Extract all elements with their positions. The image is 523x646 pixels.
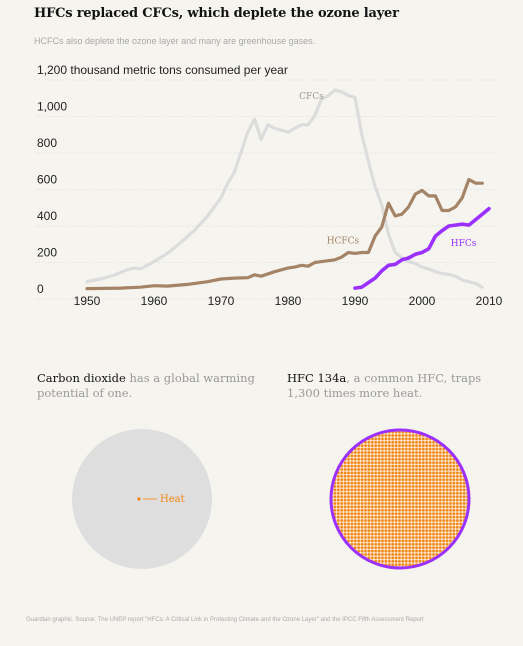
co2-caption-highlight: Carbon dioxide (37, 371, 126, 385)
heat-comparison: Heat (72, 428, 471, 570)
hfc-caption-rest: , a common HFC, traps 1,300 times more h… (287, 371, 482, 400)
chart-title: HFCs replaced CFCs, which deplete the oz… (34, 6, 399, 21)
y-tick-label-600: 600 (37, 173, 57, 187)
hfc-caption-highlight: HFC 134a (287, 371, 347, 385)
co2-caption-rest: has a global warming potential of one. (37, 371, 255, 400)
x-tick-label-1990: 1990 (342, 294, 369, 308)
heat-label: Heat (160, 494, 185, 505)
y-tick-label-1200: 1,200 thousand metric tons consumed per … (37, 63, 288, 77)
hfc-caption: HFC 134a, a common HFC, traps 1,300 time… (287, 371, 512, 401)
series-label-cfcs: CFCs (299, 92, 324, 102)
x-tick-label-1980: 1980 (275, 294, 302, 308)
chart-subtitle: HCFCs also deplete the ozone layer and m… (34, 36, 316, 46)
y-tick-label-1000: 1,000 (37, 100, 67, 114)
x-tick-label-1970: 1970 (208, 294, 235, 308)
series-line-hcfcs (85, 177, 484, 291)
heat-dot (137, 497, 141, 501)
x-tick-label-2010: 2010 (476, 294, 503, 308)
series-line-cfcs (85, 88, 484, 289)
x-tick-label-2000: 2000 (409, 294, 436, 308)
series-label-hfcs: HFCs (451, 239, 477, 249)
y-tick-label-800: 800 (37, 136, 57, 150)
x-tick-label-1960: 1960 (141, 294, 168, 308)
y-tick-label-200: 200 (37, 246, 57, 260)
series-label-hcfcs: HCFCs (327, 236, 360, 246)
y-tick-label-0: 0 (37, 282, 44, 296)
series-line-hfcs (353, 206, 491, 290)
x-tick-label-1950: 1950 (74, 294, 101, 308)
line-chart: 1,200 thousand metric tons consumed per … (36, 63, 503, 308)
hfc-circle (329, 428, 471, 570)
y-tick-label-400: 400 (37, 209, 57, 223)
co2-caption: Carbon dioxide has a global warming pote… (37, 371, 262, 401)
source-footer: Guardian graphic. Source: The UNEP repor… (26, 617, 424, 623)
co2-circle (72, 429, 212, 569)
